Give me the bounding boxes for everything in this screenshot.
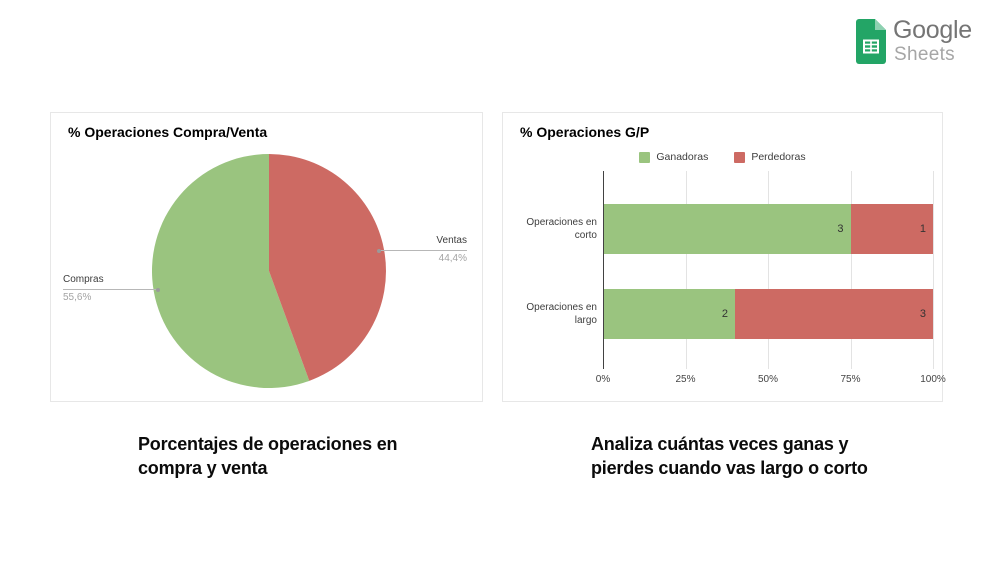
- pie-slice-compras: [152, 154, 310, 388]
- legend-item-perdedoras: Perdedoras: [734, 151, 806, 163]
- bar-segment-perdedoras: 1: [850, 204, 933, 254]
- pie-chart-title: % Operaciones Compra/Venta: [68, 124, 268, 140]
- pie-leader-dot-ventas: [377, 249, 381, 253]
- x-tick-25pct: 25%: [675, 374, 696, 385]
- legend-item-ganadoras: Ganadoras: [639, 151, 708, 163]
- category-label-1: Operaciones en corto: [526, 217, 597, 241]
- bar-segment-perdedoras: 3: [735, 289, 933, 339]
- gridline-75pct: [850, 171, 852, 369]
- pie-slice-ventas: [269, 154, 386, 381]
- pie-chart: [152, 154, 386, 388]
- bar-value-label: 2: [721, 308, 728, 320]
- x-tick-0pct: 0%: [595, 374, 611, 385]
- caption-bar: Analiza cuántas veces ganas y pierdes cu…: [591, 434, 868, 478]
- bar-segment-ganadoras: 3: [603, 204, 851, 254]
- legend-label: Perdedoras: [751, 151, 806, 163]
- pie-leader-dot-compras: [156, 288, 160, 292]
- pie-label-compras: Compras: [63, 274, 104, 285]
- caption-pie: Porcentajes de operaciones en compra y v…: [138, 434, 398, 478]
- pie-chart-panel: % Operaciones Compra/Venta Compras 55,6%…: [50, 112, 483, 402]
- legend-swatch-perdedoras: [734, 151, 746, 163]
- bar-segment-ganadoras: 2: [603, 289, 735, 339]
- bar-value-label: 1: [919, 223, 926, 235]
- pie-leader-line-ventas: [379, 250, 467, 251]
- category-label-2: Operaciones en largo: [526, 302, 597, 326]
- legend-swatch-ganadoras: [639, 151, 651, 163]
- gridline-50pct: [768, 171, 769, 369]
- y-axis-line: [603, 171, 604, 369]
- x-axis-ticks: 0% 25% 50% 75% 100%: [596, 374, 946, 388]
- bar-value-label: 3: [837, 223, 844, 235]
- x-tick-100pct: 100%: [920, 374, 946, 385]
- bar-chart-title: % Operaciones G/P: [520, 124, 650, 140]
- bar-value-label: 3: [919, 308, 926, 320]
- sheets-icon: [856, 19, 886, 64]
- gridline-25pct: [685, 171, 687, 369]
- logo-sheets-text: Sheets: [894, 44, 955, 65]
- gridline-100pct: [933, 171, 934, 369]
- pie-value-ventas: 44,4%: [438, 253, 467, 264]
- logo-google-text: Google: [893, 16, 972, 44]
- x-tick-75pct: 75%: [840, 374, 861, 385]
- chart-legend: Ganadoras Perdedoras: [503, 151, 942, 163]
- pie-value-compras: 55,6%: [63, 292, 92, 303]
- google-sheets-logo: Google Sheets: [856, 16, 1005, 69]
- pie-leader-line-compras: [63, 289, 158, 290]
- pie-label-ventas: Ventas: [436, 235, 467, 246]
- x-tick-50pct: 50%: [757, 374, 779, 385]
- legend-label: Ganadoras: [656, 151, 709, 163]
